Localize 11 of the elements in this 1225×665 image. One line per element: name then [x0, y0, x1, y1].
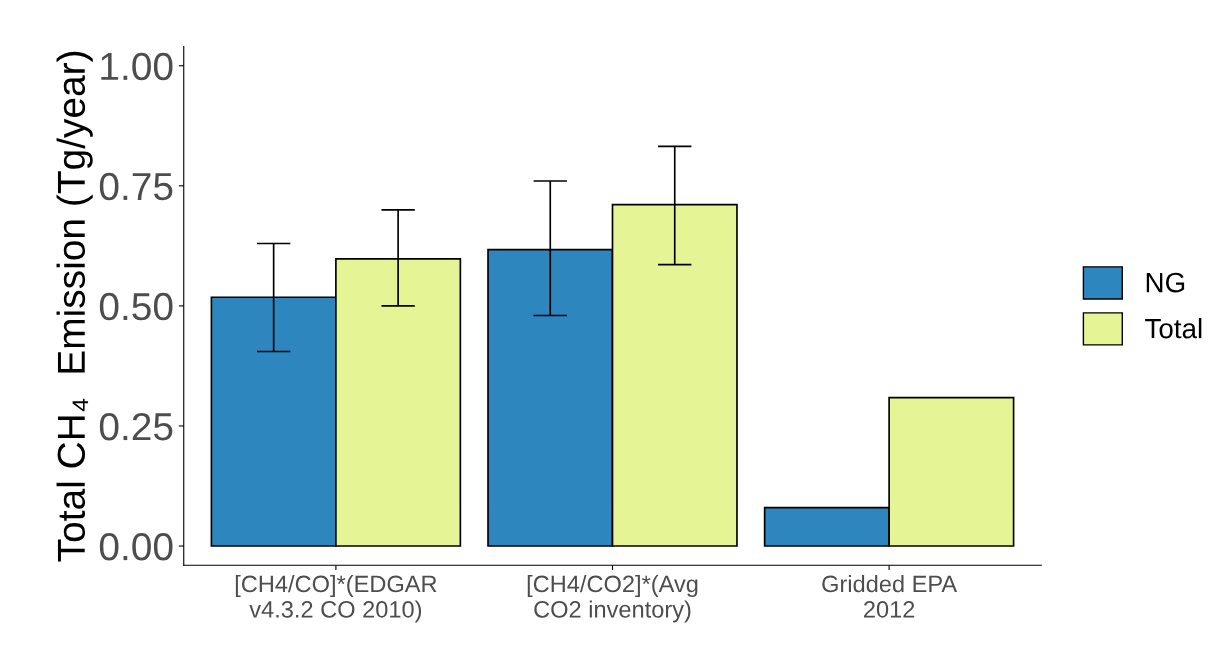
- x-tick-label: Gridded EPA 2012: [822, 574, 958, 618]
- y-tick-label: 0.00: [99, 532, 173, 561]
- legend-label: Total: [1145, 317, 1202, 339]
- y-tick-label: 0.50: [99, 292, 173, 321]
- x-tick-label: [CH4/CO2]*(Avg CO2 inventory): [527, 574, 698, 623]
- y-axis-title: Total CH₄ Emission (Tg/year): [56, 51, 93, 562]
- legend-label: NG: [1146, 272, 1185, 293]
- y-tick-label: 0.75: [99, 172, 173, 201]
- y-tick-label: 1.00: [101, 52, 173, 81]
- x-tick-label: [CH4/CO]*(EDGAR v4.3.2 CO 2010): [235, 574, 437, 623]
- y-tick-label: 0.25: [99, 412, 173, 441]
